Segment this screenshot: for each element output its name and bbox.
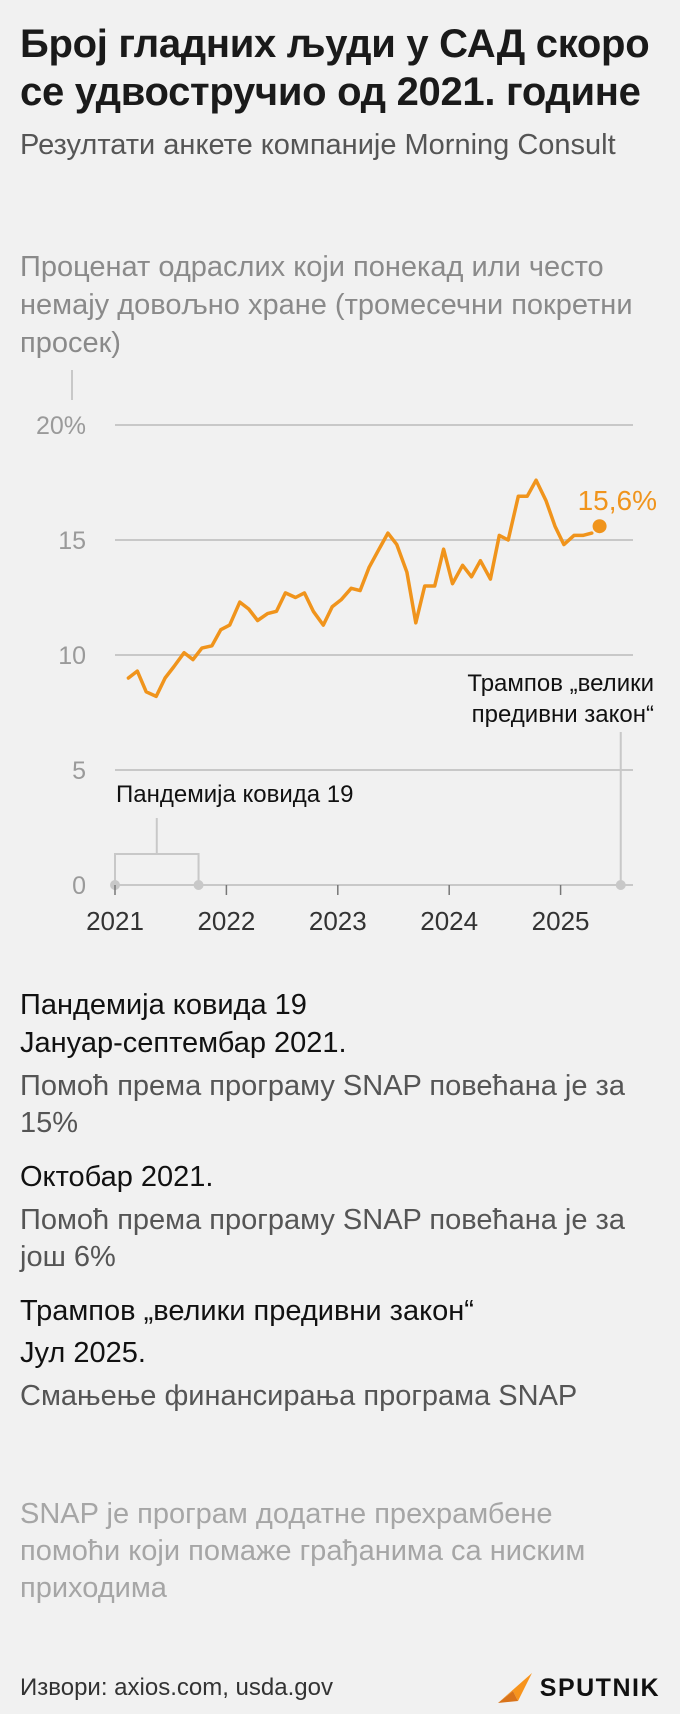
sputnik-logo[interactable]: SPUTNIK <box>496 1671 660 1705</box>
x-axis-labels: 2021 2022 2023 2024 2025 <box>86 885 590 936</box>
source-credit: Извори: axios.com, usda.gov <box>20 1674 333 1701</box>
note-date: Јануар-септембар 2021. <box>20 1027 347 1059</box>
annotation-label-trump: Трампов „велики <box>467 670 654 697</box>
y-tick-label: 20% <box>36 412 86 440</box>
note-text: Помоћ према програму SNAP повећана је за… <box>20 1070 625 1139</box>
note-date: Октобар 2021. <box>20 1161 214 1193</box>
snap-footnote: SNAP је програм додатне прехрамбене помо… <box>20 1498 586 1604</box>
note-october-2021: Октобар 2021. Помоћ према програму SNAP … <box>20 1158 660 1276</box>
note-trump-law: Трампов „велики предивни закон“ Јул 2025… <box>20 1292 660 1415</box>
note-heading: Трампов „велики предивни закон“ <box>20 1295 474 1327</box>
y-axis-labels: 20% 15 10 5 0 <box>36 412 86 900</box>
line-chart: Трампов „велики предивни закон“ Пандемија … <box>36 370 657 936</box>
sputnik-logo-icon <box>497 1673 532 1703</box>
annotation-label-trump: предивни закон“ <box>472 701 654 728</box>
endpoint-dot <box>592 519 607 534</box>
x-tick-label: 2023 <box>309 906 367 936</box>
y-tick-label: 5 <box>72 757 86 785</box>
series-line <box>126 478 594 699</box>
endpoint-label: 15,6% <box>578 485 657 516</box>
notes-section: Пандемија ковида 19 Јануар-септембар 202… <box>20 986 660 1415</box>
note-text: Помоћ према програму SNAP повећана је за… <box>20 1204 625 1273</box>
y-tick-label: 15 <box>58 527 86 555</box>
chart-annotations: Трампов „велики предивни закон“ Пандемија … <box>110 670 654 890</box>
x-tick-label: 2025 <box>532 906 590 936</box>
chart-title: Број гладних људи у САД скоро се удвостр… <box>20 22 650 114</box>
annotation-label-covid: Пандемија ковида 19 <box>116 781 353 808</box>
logo-text: SPUTNIK <box>539 1673 660 1702</box>
y-tick-label: 0 <box>72 872 86 900</box>
x-tick-label: 2022 <box>197 906 255 936</box>
note-covid: Пандемија ковида 19 Јануар-септембар 202… <box>20 986 660 1142</box>
chart-series: 15,6% <box>126 478 657 699</box>
annotation-dot-covid <box>193 880 204 890</box>
x-tick-label: 2024 <box>420 906 478 936</box>
chart-subtitle: Резултати анкете компаније Morning Consu… <box>20 129 616 161</box>
y-tick-label: 10 <box>58 642 86 670</box>
y-axis-description: Проценат одраслих који понекад или често… <box>20 251 633 359</box>
annotation-dot-trump <box>615 880 626 890</box>
note-date: Јул 2025. <box>20 1337 146 1369</box>
annotation-bracket-covid <box>114 818 200 885</box>
note-heading: Пандемија ковида 19 <box>20 989 307 1021</box>
note-text: Смањење финансирања програма SNAP <box>20 1380 578 1412</box>
x-tick-label: 2021 <box>86 906 144 936</box>
